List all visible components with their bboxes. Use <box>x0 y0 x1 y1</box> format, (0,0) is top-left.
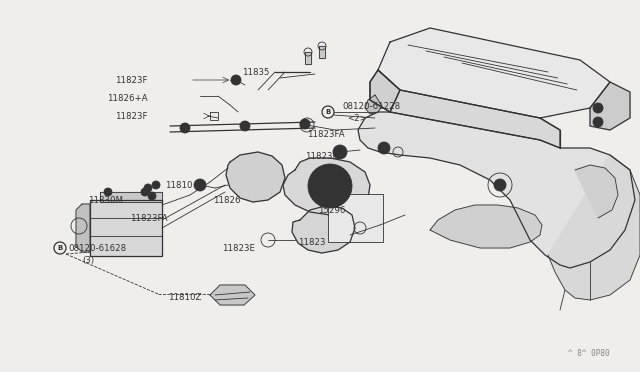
Text: 11835: 11835 <box>242 67 269 77</box>
Text: 08120-61628: 08120-61628 <box>68 244 126 253</box>
Circle shape <box>194 179 206 191</box>
Polygon shape <box>378 28 610 118</box>
Polygon shape <box>548 155 640 300</box>
Bar <box>328 194 383 242</box>
Text: 11823: 11823 <box>298 237 326 247</box>
Circle shape <box>144 184 152 192</box>
Text: 11823FA: 11823FA <box>130 214 168 222</box>
Text: 11823FA: 11823FA <box>307 129 344 138</box>
Circle shape <box>240 121 250 131</box>
Polygon shape <box>292 206 355 253</box>
Text: 08120-61228: 08120-61228 <box>342 102 400 110</box>
Text: 11823F: 11823F <box>115 76 148 84</box>
Circle shape <box>231 75 241 85</box>
Circle shape <box>308 164 352 208</box>
Text: B: B <box>325 109 331 115</box>
Polygon shape <box>90 200 162 256</box>
Polygon shape <box>365 95 382 114</box>
Text: <2>: <2> <box>347 113 367 122</box>
Circle shape <box>148 192 156 200</box>
Circle shape <box>180 123 190 133</box>
Circle shape <box>300 119 310 129</box>
Polygon shape <box>370 70 560 148</box>
Circle shape <box>593 117 603 127</box>
Polygon shape <box>590 82 630 130</box>
Text: 11826: 11826 <box>213 196 241 205</box>
Polygon shape <box>283 158 370 215</box>
Polygon shape <box>305 52 311 64</box>
Polygon shape <box>226 152 285 202</box>
Polygon shape <box>76 204 90 252</box>
Circle shape <box>494 179 506 191</box>
Polygon shape <box>100 192 162 202</box>
Circle shape <box>378 142 390 154</box>
Polygon shape <box>575 165 618 218</box>
Text: ^ 8^ 0P80: ^ 8^ 0P80 <box>568 349 610 358</box>
Text: 11823E: 11823E <box>222 244 255 253</box>
Circle shape <box>141 188 149 196</box>
Circle shape <box>593 103 603 113</box>
Polygon shape <box>358 112 635 268</box>
Polygon shape <box>370 70 400 112</box>
Text: 11810: 11810 <box>165 180 193 189</box>
Circle shape <box>152 181 160 189</box>
Text: 11823F: 11823F <box>115 112 148 121</box>
Text: B: B <box>58 245 63 251</box>
Circle shape <box>333 145 347 159</box>
Text: 15296: 15296 <box>318 205 346 215</box>
Text: 11830M: 11830M <box>88 196 123 205</box>
Polygon shape <box>210 285 255 305</box>
Polygon shape <box>319 46 325 58</box>
Circle shape <box>104 188 112 196</box>
Text: (3): (3) <box>82 256 94 264</box>
Text: 11826+A: 11826+A <box>108 93 148 103</box>
Text: 11823E: 11823E <box>305 151 338 160</box>
Polygon shape <box>430 205 542 248</box>
Text: 11810Z: 11810Z <box>168 294 202 302</box>
